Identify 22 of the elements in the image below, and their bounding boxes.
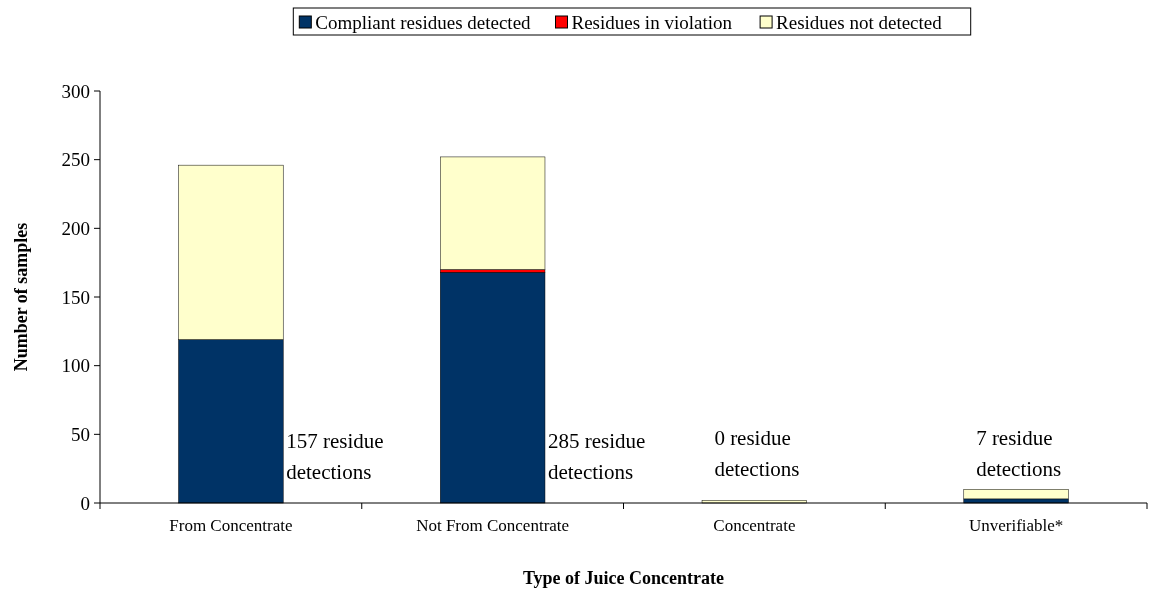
x-axis-title: Type of Juice Concentrate [522,568,725,588]
y-tick-label: 50 [71,423,90,445]
y-tick-label: 200 [61,217,90,239]
y-tick-label: 100 [61,355,90,377]
legend-label: Residues in violation [571,11,733,33]
annotation: 0 residue detections [714,426,800,481]
x-tick-label: Concentrate [713,516,796,535]
y-axis-title: Number of samples [11,222,31,372]
annotation: 285 residue detections [547,429,646,484]
x-tick-label: From Concentrate [169,516,293,535]
y-tick-label: 250 [61,149,90,171]
x-tick-label: Unverifiable* [968,516,1064,535]
x-tick-label: Not From Concentrate [416,516,570,535]
bar [440,156,546,270]
annotation: 157 residue detections [286,429,384,484]
legend-label: Residues not detected [776,11,943,33]
y-tick-label: 0 [80,492,90,514]
y-tick-label: 300 [61,80,90,102]
legend-label: Compliant residues detected [315,11,532,33]
y-tick-label: 150 [61,286,90,308]
annotation: 7 residue detections [976,426,1062,481]
bar [963,489,1069,500]
